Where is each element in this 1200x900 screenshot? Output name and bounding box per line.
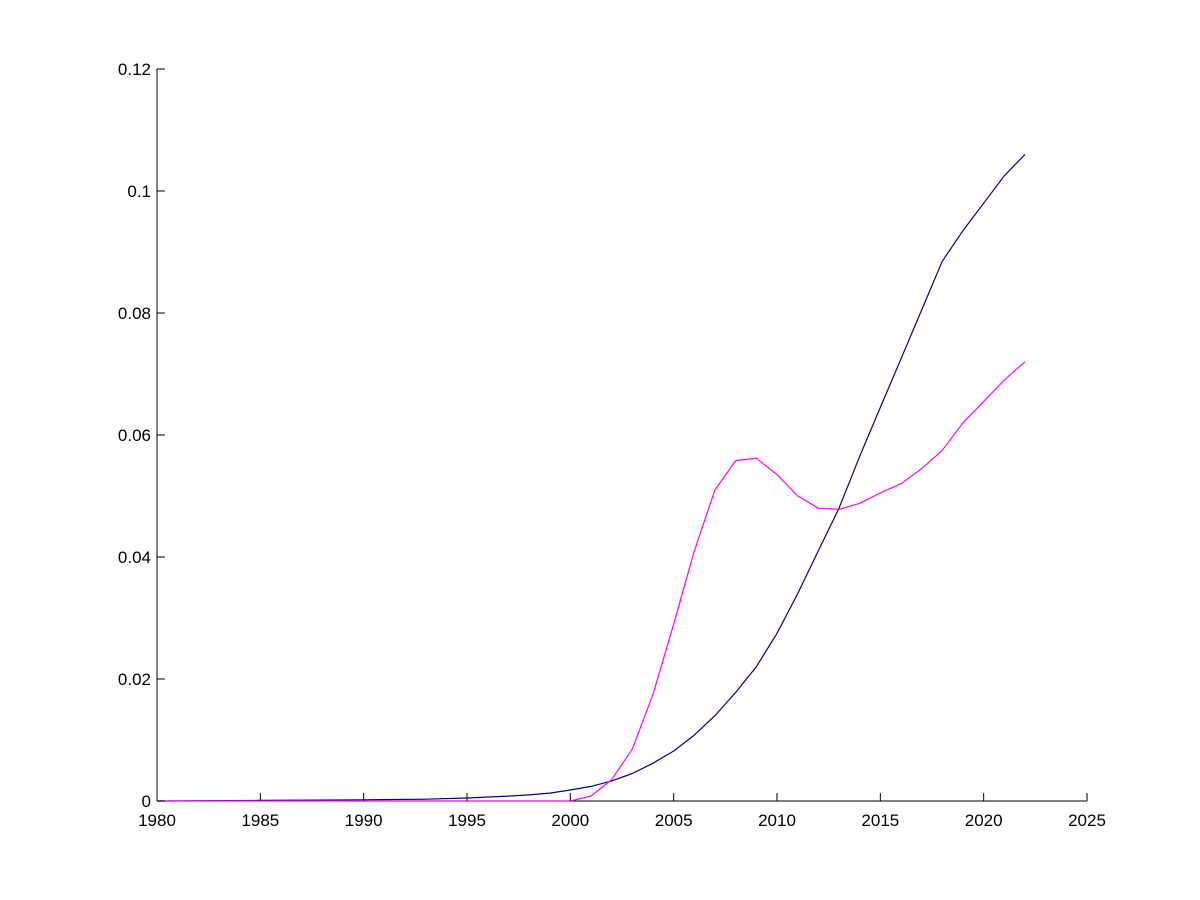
axes [156, 69, 1087, 802]
y-tick-label: 0.04 [118, 548, 151, 567]
x-tick-label: 2015 [861, 811, 899, 830]
y-tick-label: 0.02 [118, 670, 151, 689]
series-line-1 [156, 153, 1026, 802]
x-tick-label: 1995 [448, 811, 486, 830]
x-tick-label: 1980 [138, 811, 176, 830]
y-tick-label: 0.06 [118, 426, 151, 445]
x-axis-ticks: 1980 1985 1990 1995 2000 2005 2010 2015 2020 2025 [138, 793, 1106, 830]
series-layer [156, 153, 1026, 802]
x-tick-label: 2025 [1068, 811, 1106, 830]
y-tick-label: 0.1 [127, 182, 151, 201]
y-tick-label: 0.08 [118, 304, 151, 323]
y-tick-label: 0 [142, 792, 151, 811]
x-tick-label: 2010 [758, 811, 796, 830]
x-tick-label: 1985 [241, 811, 279, 830]
x-tick-label: 2020 [965, 811, 1003, 830]
y-axis-ticks: 0 0.02 0.04 0.06 0.08 0.1 0.12 [118, 60, 165, 811]
x-tick-label: 2000 [551, 811, 589, 830]
x-tick-label: 1990 [345, 811, 383, 830]
y-tick-label: 0.12 [118, 60, 151, 79]
x-tick-label: 2005 [655, 811, 693, 830]
series-line-2 [157, 361, 1026, 802]
